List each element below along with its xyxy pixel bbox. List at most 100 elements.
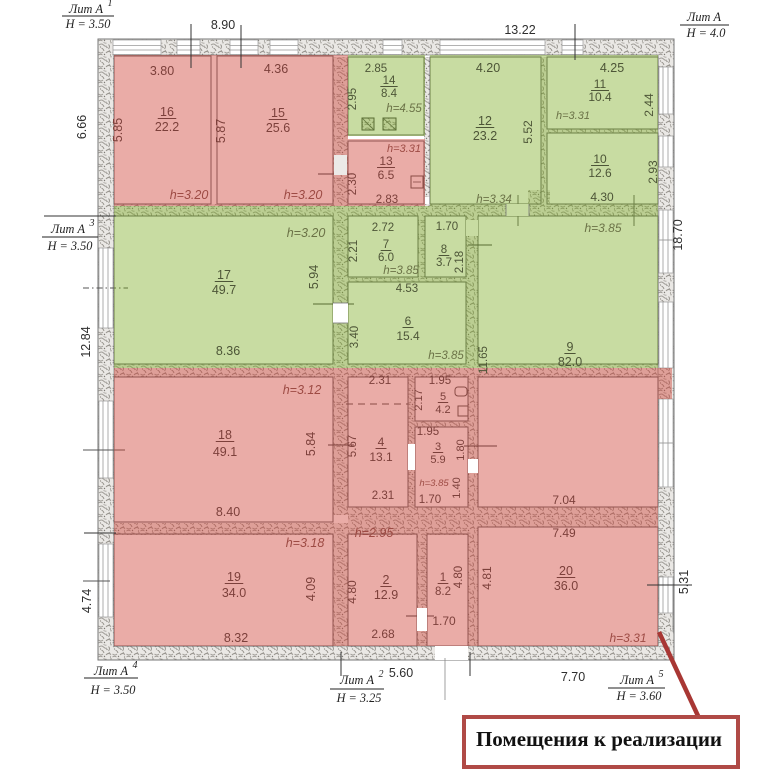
svg-text:2.30: 2.30: [347, 173, 359, 195]
svg-text:6.66: 6.66: [75, 115, 89, 139]
svg-text:4.09: 4.09: [304, 577, 318, 601]
svg-text:h=3.31: h=3.31: [609, 631, 646, 645]
svg-text:5.87: 5.87: [214, 119, 228, 143]
svg-text:3.80: 3.80: [150, 64, 174, 78]
svg-text:10.4: 10.4: [588, 90, 612, 104]
svg-text:8: 8: [441, 244, 447, 256]
svg-text:1.70: 1.70: [419, 494, 441, 506]
svg-text:4.2: 4.2: [435, 404, 450, 416]
svg-text:8.36: 8.36: [216, 344, 240, 358]
svg-text:16: 16: [160, 105, 174, 119]
svg-text:2.18: 2.18: [454, 251, 466, 273]
svg-text:17: 17: [217, 268, 231, 282]
svg-text:34.0: 34.0: [222, 586, 246, 600]
svg-text:h=3.20: h=3.20: [284, 188, 323, 202]
svg-text:8.40: 8.40: [216, 505, 240, 519]
svg-text:Лит А: Лит А: [619, 673, 654, 687]
svg-text:14: 14: [383, 75, 396, 87]
svg-text:h=3.85: h=3.85: [383, 265, 419, 277]
svg-text:20: 20: [559, 564, 573, 578]
svg-text:7: 7: [383, 239, 389, 251]
svg-text:6: 6: [405, 314, 412, 328]
svg-text:49.1: 49.1: [213, 445, 237, 459]
svg-text:Лит А: Лит А: [68, 2, 103, 16]
svg-text:5.52: 5.52: [521, 120, 535, 144]
svg-text:2: 2: [383, 573, 390, 587]
svg-text:Н = 3.50: Н = 3.50: [47, 239, 93, 253]
svg-text:4.25: 4.25: [600, 61, 624, 75]
svg-text:Н = 3.50: Н = 3.50: [65, 17, 111, 31]
svg-text:7.70: 7.70: [561, 670, 585, 684]
svg-text:h=3.34: h=3.34: [476, 194, 512, 206]
svg-text:1.70: 1.70: [436, 221, 458, 233]
svg-text:12.84: 12.84: [79, 326, 93, 357]
svg-text:15: 15: [271, 106, 285, 120]
svg-text:Лит А: Лит А: [339, 673, 374, 687]
svg-text:10: 10: [593, 152, 607, 166]
svg-text:2.95: 2.95: [347, 88, 359, 110]
svg-text:h=3.20: h=3.20: [170, 188, 209, 202]
svg-text:1.80: 1.80: [455, 439, 467, 460]
svg-text:2.31: 2.31: [369, 375, 391, 387]
svg-text:4.53: 4.53: [396, 283, 418, 295]
svg-text:Лит А: Лит А: [50, 222, 85, 236]
svg-text:1: 1: [108, 0, 113, 9]
svg-text:12.9: 12.9: [374, 588, 398, 602]
svg-text:15.4: 15.4: [396, 329, 420, 343]
svg-text:2.21: 2.21: [348, 240, 360, 262]
svg-text:5.85: 5.85: [111, 118, 125, 142]
svg-text:Н = 4.0: Н = 4.0: [686, 26, 726, 40]
svg-text:4.20: 4.20: [476, 61, 500, 75]
svg-text:Н = 3.50: Н = 3.50: [90, 683, 136, 697]
svg-text:5.60: 5.60: [389, 666, 413, 680]
svg-text:13.1: 13.1: [369, 450, 393, 464]
svg-text:5.84: 5.84: [304, 432, 318, 456]
svg-text:1: 1: [440, 572, 446, 584]
svg-text:Н = 3.60: Н = 3.60: [616, 689, 662, 703]
svg-text:h=3.85: h=3.85: [584, 221, 621, 235]
svg-text:2.68: 2.68: [371, 627, 395, 641]
svg-text:8.2: 8.2: [435, 586, 451, 598]
svg-text:4: 4: [133, 660, 138, 671]
svg-text:8.90: 8.90: [211, 18, 235, 32]
svg-text:12.6: 12.6: [588, 166, 612, 180]
svg-text:5.31: 5.31: [677, 570, 691, 594]
svg-text:23.2: 23.2: [473, 129, 497, 143]
svg-text:1.95: 1.95: [417, 426, 439, 438]
svg-text:8.4: 8.4: [381, 88, 398, 100]
svg-text:25.6: 25.6: [266, 121, 290, 135]
svg-text:19: 19: [227, 570, 241, 584]
svg-text:11: 11: [594, 77, 607, 91]
svg-text:4.81: 4.81: [480, 566, 494, 590]
svg-text:49.7: 49.7: [212, 283, 236, 297]
svg-text:h=3.20: h=3.20: [287, 226, 326, 240]
svg-text:18: 18: [218, 428, 232, 442]
svg-text:7.49: 7.49: [552, 526, 576, 540]
svg-text:Н = 3.25: Н = 3.25: [336, 691, 382, 705]
svg-text:22.2: 22.2: [155, 120, 179, 134]
svg-text:5: 5: [440, 391, 446, 403]
svg-text:1.95: 1.95: [429, 375, 451, 387]
svg-text:6.0: 6.0: [378, 252, 394, 264]
svg-text:h=4.55: h=4.55: [386, 103, 422, 115]
svg-text:2.85: 2.85: [365, 63, 387, 75]
svg-text:h=3.31: h=3.31: [556, 110, 590, 122]
svg-text:3.7: 3.7: [436, 257, 452, 269]
svg-text:5.94: 5.94: [307, 265, 321, 289]
svg-text:13: 13: [379, 154, 393, 168]
svg-text:2: 2: [379, 669, 384, 680]
svg-text:2.44: 2.44: [642, 93, 656, 117]
svg-text:5: 5: [659, 669, 664, 680]
svg-text:2.72: 2.72: [372, 222, 394, 234]
svg-text:2.93: 2.93: [646, 160, 660, 184]
svg-text:4.36: 4.36: [264, 62, 288, 76]
svg-text:h=3.85: h=3.85: [428, 350, 464, 362]
svg-text:4.74: 4.74: [80, 589, 94, 613]
svg-text:5.9: 5.9: [430, 454, 445, 466]
svg-text:6.5: 6.5: [378, 168, 395, 182]
svg-text:11.65: 11.65: [478, 346, 490, 374]
svg-text:7.04: 7.04: [552, 493, 576, 507]
svg-text:9: 9: [567, 340, 574, 354]
svg-text:h=3.12: h=3.12: [283, 383, 322, 397]
svg-text:2.17: 2.17: [413, 389, 425, 410]
